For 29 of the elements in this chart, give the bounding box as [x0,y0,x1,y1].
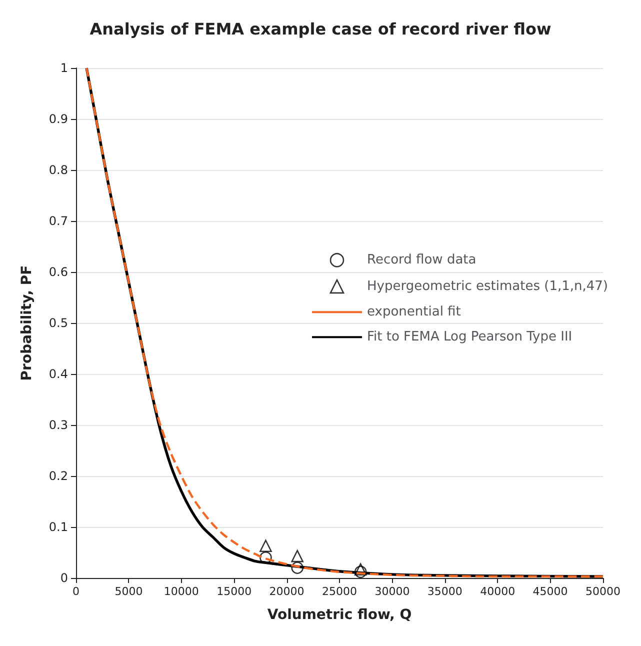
y-tick-label: 0.7 [48,214,68,228]
y-tick-label: 0.6 [48,265,68,279]
y-tick-label: 1 [60,61,68,75]
x-tick-label: 50000 [586,585,620,598]
x-tick-label: 20000 [269,585,304,598]
x-tick-label: 25000 [322,585,357,598]
legend-label: Hypergeometric estimates (1,1,n,47) [366,278,608,294]
y-tick-label: 0.3 [48,418,68,432]
legend-label: exponential fit [366,304,461,320]
legend-label: Fit to FEMA Log Pearson Type III [366,330,572,345]
y-tick-label: 0.8 [48,163,68,177]
x-tick-label: 15000 [216,585,252,598]
y-tick-label: 0.1 [48,520,68,534]
y-tick-label: 0 [60,571,68,585]
y-tick-label: 0.2 [48,469,68,483]
x-tick-label: 10000 [164,585,199,598]
x-axis-title: Volumetric flow, Q [267,607,412,623]
y-tick-label: 0.5 [48,316,68,330]
y-tick-label: 0.4 [48,367,68,381]
x-tick-label: 45000 [532,585,568,598]
x-tick-label: 35000 [427,585,462,598]
y-tick-label: 0.9 [48,112,68,126]
y-axis-title: Probability, PF [19,265,35,381]
x-tick-label: 30000 [374,585,410,598]
x-tick-label: 0 [72,585,80,598]
legend-label: Record flow data [366,252,476,268]
x-tick-label: 5000 [114,585,143,598]
chart-title: Analysis of FEMA example case of record river flow [90,20,552,38]
x-tick-label: 40000 [480,585,516,598]
